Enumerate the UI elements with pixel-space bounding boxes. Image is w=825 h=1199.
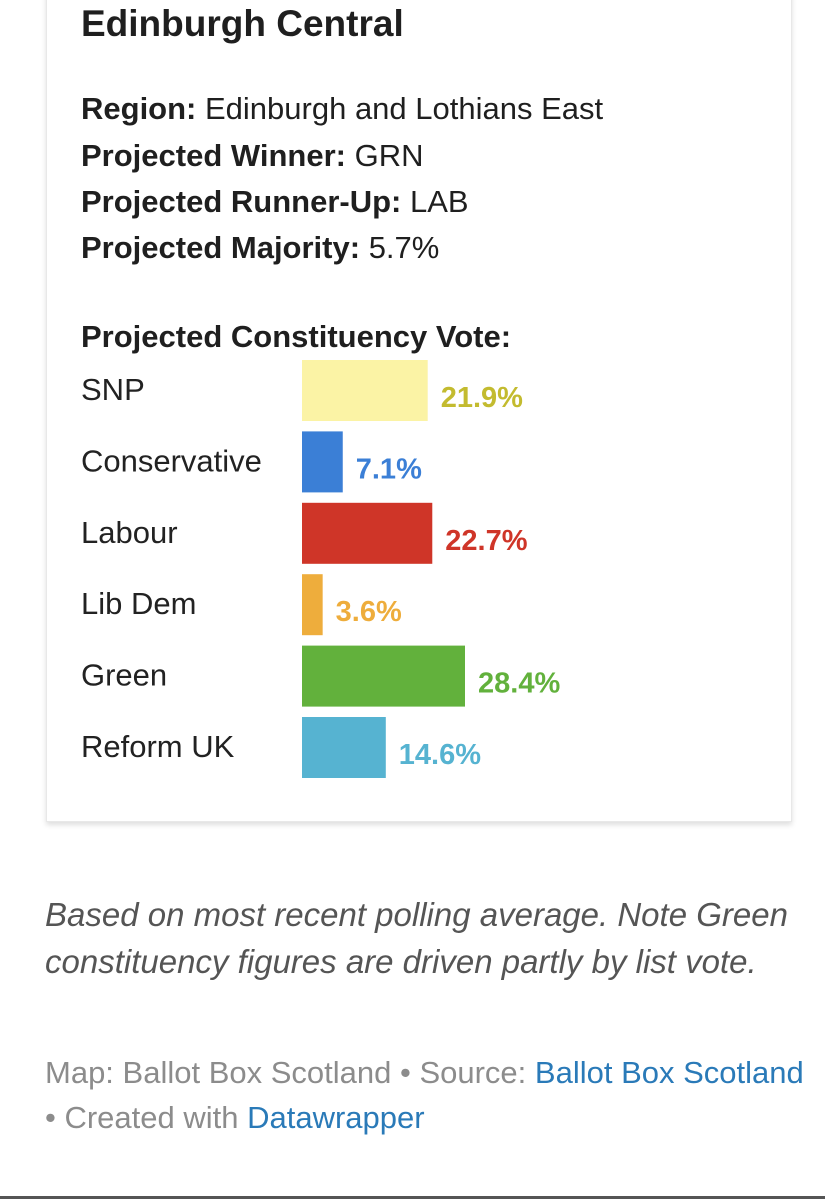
map-credit: Map: Ballot Box Scotland	[45, 1055, 392, 1090]
created-label: Created with	[64, 1100, 248, 1135]
value-label-snp: 21.9%	[441, 382, 523, 414]
source-link[interactable]: Ballot Box Scotland	[534, 1055, 804, 1090]
runnerup-value: LAB	[409, 184, 469, 219]
majority-value: 5.7%	[368, 230, 440, 265]
value-label-reform-uk: 14.6%	[399, 739, 481, 771]
bar-reform-uk	[302, 717, 386, 778]
value-label-lib-dem: 3.6%	[336, 596, 402, 628]
runnerup-label: Projected Runner-Up:	[81, 184, 402, 219]
category-label-lib-dem: Lib Dem	[81, 586, 196, 621]
vote-bar-chart: SNP 21.9% Conservative 7.1% Labour 22.7% Lib D…	[81, 360, 560, 778]
category-label-green: Green	[81, 658, 167, 693]
category-label-labour: Labour	[81, 515, 178, 550]
winner-line: Projected Winner: GRN	[81, 137, 424, 175]
winner-label: Projected Winner:	[81, 138, 346, 173]
bar-snp	[302, 360, 428, 421]
footnote-caption: Based on most recent polling average. No…	[45, 896, 788, 980]
bar-green	[302, 645, 465, 707]
credits: Map: Ballot Box Scotland • Source: Ballo…	[45, 1050, 805, 1140]
value-label-labour: 22.7%	[445, 525, 527, 557]
source-label: Source:	[419, 1055, 535, 1090]
majority-line: Projected Majority: 5.7%	[81, 229, 439, 267]
region-line: Region: Edinburgh and Lothians East	[81, 90, 603, 128]
category-label-reform-uk: Reform UK	[81, 729, 235, 764]
runnerup-line: Projected Runner-Up: LAB	[81, 183, 469, 221]
region-value: Edinburgh and Lothians East	[205, 91, 604, 126]
separator: •	[45, 1100, 65, 1135]
value-label-green: 28.4%	[478, 668, 560, 700]
separator: •	[391, 1055, 420, 1090]
category-label-snp: SNP	[81, 372, 145, 407]
winner-value: GRN	[354, 138, 424, 173]
bar-labour	[302, 502, 433, 564]
bottom-divider	[0, 1196, 825, 1199]
chart-title: Projected Constituency Vote:	[81, 319, 512, 354]
bar-lib-dem	[302, 574, 323, 636]
region-label: Region:	[81, 91, 197, 126]
datawrapper-link[interactable]: Datawrapper	[247, 1100, 425, 1135]
constituency-title: Edinburgh Central	[81, 3, 404, 44]
majority-label: Projected Majority:	[81, 230, 361, 265]
bar-conservative	[302, 431, 343, 493]
category-label-conservative: Conservative	[81, 443, 262, 478]
value-label-conservative: 7.1%	[356, 453, 422, 485]
